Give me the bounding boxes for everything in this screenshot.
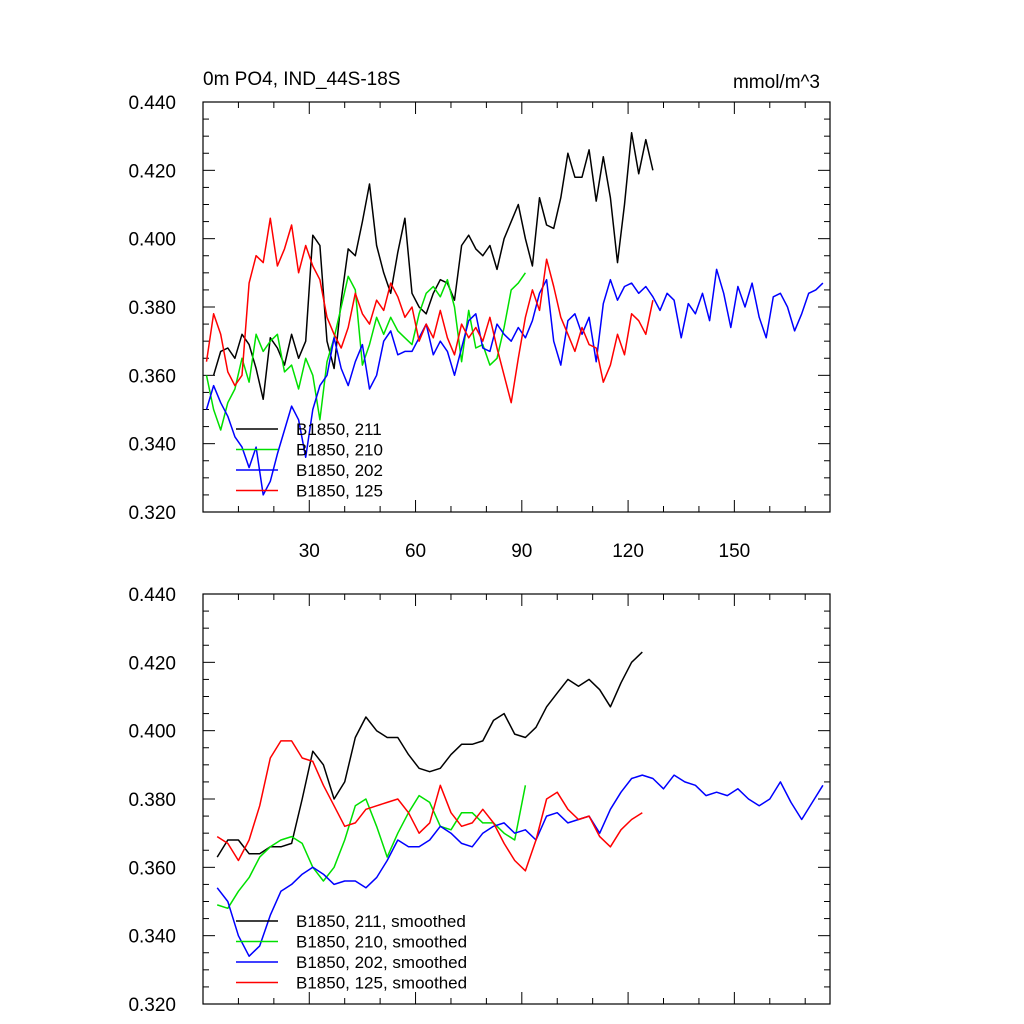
chart-panel-2: 0.320 0.340 0.360 0.380 0.400 0.420 0.440 B1850…: [128, 585, 831, 1016]
y-tick-label: 0.420: [128, 161, 176, 182]
legend-label-4: B1850, 125, smoothed: [296, 974, 467, 993]
legend-label-1: B1850, 211: [296, 420, 382, 439]
y-tick-label: 0.340: [128, 435, 176, 456]
x-tick-label: 150: [719, 541, 751, 562]
y-tick-label: 0.420: [128, 653, 176, 674]
legend-label-4: B1850, 125: [296, 482, 383, 501]
legend-label-2: B1850, 210: [296, 441, 383, 460]
y-tick-label: 0.360: [128, 366, 176, 387]
series-line-4: [205, 217, 654, 404]
y-tick-label: 0.320: [128, 503, 176, 524]
legend-label-3: B1850, 202: [296, 461, 383, 480]
y-tick-label: 0.380: [128, 790, 176, 811]
y-tick-label: 0.400: [128, 722, 176, 743]
series-line-3: [205, 268, 824, 496]
y-tick-label: 0.440: [128, 585, 176, 606]
units-label: mmol/m^3: [733, 72, 820, 93]
y-tick-label: 0.380: [128, 298, 176, 319]
y-tick-label: 0.440: [128, 93, 176, 114]
series-line-2: [216, 785, 527, 910]
x-tick-label: 90: [511, 541, 532, 562]
x-tick-label: 30: [299, 541, 320, 562]
series-line-1: [212, 132, 654, 401]
series-line-4: [216, 740, 643, 872]
legend-label-1: B1850, 211, smoothed: [296, 912, 466, 931]
chart-panel-1: 0.320 0.340 0.360 0.380 0.400 0.420 0.440 30 60 9…: [128, 69, 831, 562]
x-tick-label: 60: [405, 541, 426, 562]
legend-label-2: B1850, 210, smoothed: [296, 933, 467, 952]
y-tick-label: 0.320: [128, 995, 176, 1016]
chart-title: 0m PO4, IND_44S-18S: [203, 69, 400, 90]
series-line-2: [205, 272, 527, 431]
y-tick-label: 0.360: [128, 858, 176, 879]
y-tick-label: 0.400: [128, 230, 176, 251]
series-line-1: [216, 651, 643, 858]
series-line-3: [216, 774, 824, 957]
y-tick-label: 0.340: [128, 927, 176, 948]
legend-label-3: B1850, 202, smoothed: [296, 953, 467, 972]
x-tick-label: 120: [612, 541, 644, 562]
